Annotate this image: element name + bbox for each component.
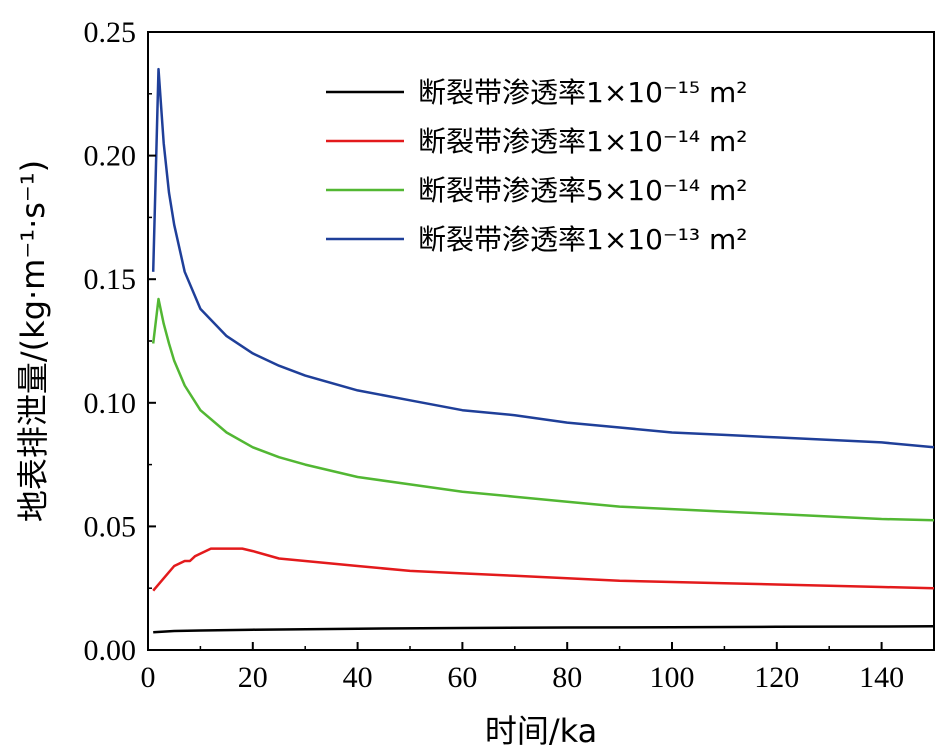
x-tick-label: 140 <box>859 661 904 694</box>
y-ticks: 0.00 0.05 0.10 0.15 0.20 0.25 <box>84 16 156 667</box>
x-tick-label: 60 <box>447 661 477 694</box>
x-tick-label: 40 <box>343 661 373 694</box>
y-tick-label: 0.05 <box>84 510 137 543</box>
x-ticks: 0 20 40 60 80 100 120 140 <box>141 642 904 694</box>
y-tick-label: 0.20 <box>84 140 137 173</box>
legend: 断裂带渗透率1×10⁻¹⁵ m² 断裂带渗透率1×10⁻¹⁴ m² 断裂带渗透率5×… <box>326 76 748 256</box>
series-line-1 <box>153 625 935 634</box>
series-line-4 <box>151 67 935 449</box>
legend-label-2: 断裂带渗透率1×10⁻¹⁴ m² <box>418 125 748 158</box>
y-tick-label: 0.00 <box>84 634 137 667</box>
x-axis-title: 时间/ka <box>485 712 597 750</box>
series-layer <box>151 67 935 634</box>
y-tick-label: 0.25 <box>84 16 137 49</box>
plot-area: 0 20 40 60 80 100 120 140 0.000.050.100.150.200… <box>84 16 935 694</box>
legend-label-1: 断裂带渗透率1×10⁻¹⁵ m² <box>418 76 748 109</box>
x-tick-label: 80 <box>552 661 582 694</box>
series-line-3 <box>151 297 935 522</box>
x-tick-label: 120 <box>754 661 799 694</box>
y-tick-label: 0.10 <box>84 387 137 420</box>
x-tick-label: 20 <box>238 661 268 694</box>
legend-label-3: 断裂带渗透率5×10⁻¹⁴ m² <box>418 174 748 207</box>
y-tick-label: 0.15 <box>84 263 137 296</box>
x-tick-label: 100 <box>650 661 695 694</box>
y-axis-title: 地表排泄量/(kg·m⁻¹·s⁻¹) <box>14 160 52 522</box>
series-line-2 <box>152 547 935 592</box>
legend-label-4: 断裂带渗透率1×10⁻¹³ m² <box>418 223 748 256</box>
x-tick-label: 0 <box>141 661 156 694</box>
